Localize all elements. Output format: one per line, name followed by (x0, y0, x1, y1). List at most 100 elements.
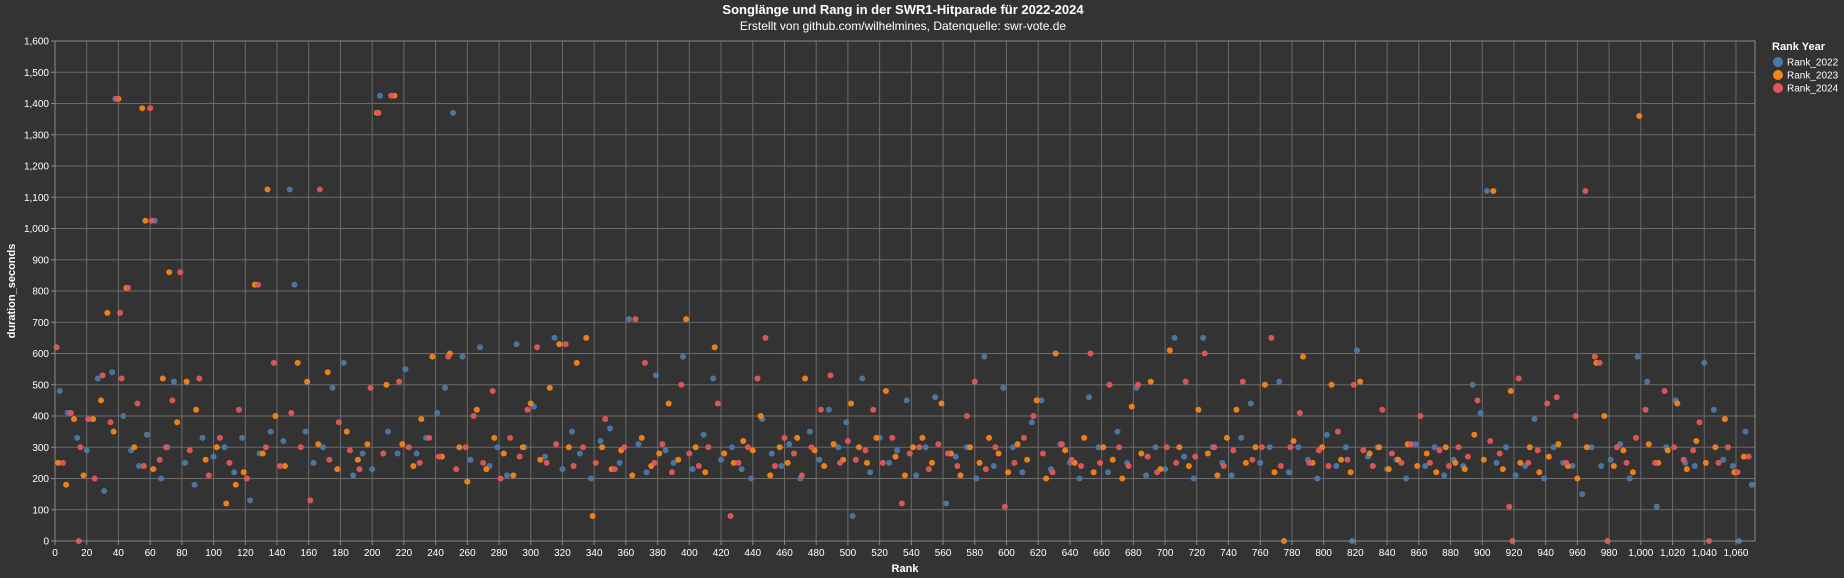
data-point (738, 466, 745, 473)
data-point (616, 459, 623, 466)
data-point (205, 472, 212, 479)
data-point (291, 281, 298, 288)
data-point (1228, 472, 1235, 479)
data-point (413, 450, 420, 457)
data-point (902, 472, 908, 479)
data-point (995, 450, 1002, 457)
x-tick-label: 880 (1442, 548, 1459, 559)
data-point (551, 334, 558, 341)
data-point (938, 400, 945, 407)
data-point (1506, 503, 1513, 510)
data-point (1740, 453, 1747, 460)
data-point (1487, 438, 1494, 444)
data-point (537, 456, 544, 463)
data-point (410, 463, 417, 469)
data-point (1185, 463, 1192, 469)
data-point (919, 434, 926, 441)
data-point (602, 416, 609, 423)
data-point (1239, 378, 1246, 385)
data-point (453, 466, 460, 473)
data-point (1138, 450, 1145, 457)
data-point (1338, 456, 1345, 463)
data-point (1276, 378, 1283, 385)
data-point (473, 406, 480, 413)
data-point (1166, 347, 1173, 354)
data-point (767, 472, 774, 479)
data-point (976, 459, 983, 466)
x-tick-label: 740 (1220, 548, 1237, 559)
data-point (202, 456, 209, 463)
data-point (1642, 406, 1649, 413)
x-tick-label: 340 (586, 548, 603, 559)
data-point (324, 369, 331, 376)
data-point (1290, 438, 1297, 444)
data-point (1601, 413, 1608, 419)
data-point (426, 434, 433, 441)
data-point (1591, 353, 1598, 360)
data-point (186, 447, 193, 454)
data-point (1620, 447, 1627, 454)
data-point (1342, 444, 1349, 451)
data-point (882, 388, 889, 394)
data-point (1268, 334, 1275, 341)
data-point (1483, 188, 1490, 194)
data-point (1436, 447, 1443, 454)
data-point (1147, 378, 1154, 385)
data-point (134, 400, 141, 407)
data-point (53, 344, 60, 351)
data-point (1306, 459, 1313, 466)
data-point (1445, 463, 1452, 469)
data-point (91, 475, 98, 482)
x-tick-label: 1,040 (1692, 548, 1717, 559)
data-point (702, 469, 709, 476)
data-point (1503, 444, 1510, 451)
data-point (1257, 459, 1264, 466)
data-point (1038, 397, 1045, 404)
data-point (140, 463, 147, 469)
data-point (638, 434, 645, 441)
data-point (1469, 381, 1476, 388)
legend-swatch (1773, 70, 1783, 80)
x-tick-label: 280 (491, 548, 508, 559)
data-point (1062, 447, 1069, 454)
data-point (1569, 463, 1576, 469)
data-point (835, 444, 842, 451)
data-point (1315, 447, 1322, 454)
data-point (599, 444, 606, 451)
data-point (56, 388, 63, 394)
data-point (748, 475, 755, 482)
data-point (784, 459, 791, 466)
data-point (967, 444, 974, 451)
data-point (142, 217, 149, 224)
data-point (1477, 409, 1484, 416)
x-tick-label: 560 (935, 548, 952, 559)
data-point (1634, 353, 1641, 360)
data-point (721, 450, 728, 457)
data-point (483, 466, 490, 473)
x-tick-label: 360 (618, 548, 635, 559)
x-tick-label: 720 (1188, 548, 1205, 559)
x-tick-label: 380 (649, 548, 666, 559)
data-point (589, 513, 596, 519)
data-point (745, 444, 752, 451)
data-point (90, 416, 97, 423)
data-point (1195, 406, 1202, 413)
data-point (806, 428, 813, 435)
data-point (553, 441, 560, 448)
data-point (500, 450, 507, 457)
data-point (1431, 444, 1438, 451)
data-point (1653, 503, 1660, 510)
data-point (1661, 388, 1668, 394)
data-point (1020, 434, 1027, 441)
x-tick-label: 940 (1537, 548, 1554, 559)
y-tick-label: 400 (32, 412, 49, 423)
data-point (1455, 444, 1462, 451)
x-tick-label: 180 (332, 548, 349, 559)
x-tick-label: 820 (1347, 548, 1364, 559)
data-point (859, 375, 866, 382)
data-point (827, 372, 834, 379)
data-point (1369, 463, 1376, 469)
data-point (1417, 413, 1424, 419)
data-point (1261, 381, 1268, 388)
data-point (380, 450, 387, 457)
